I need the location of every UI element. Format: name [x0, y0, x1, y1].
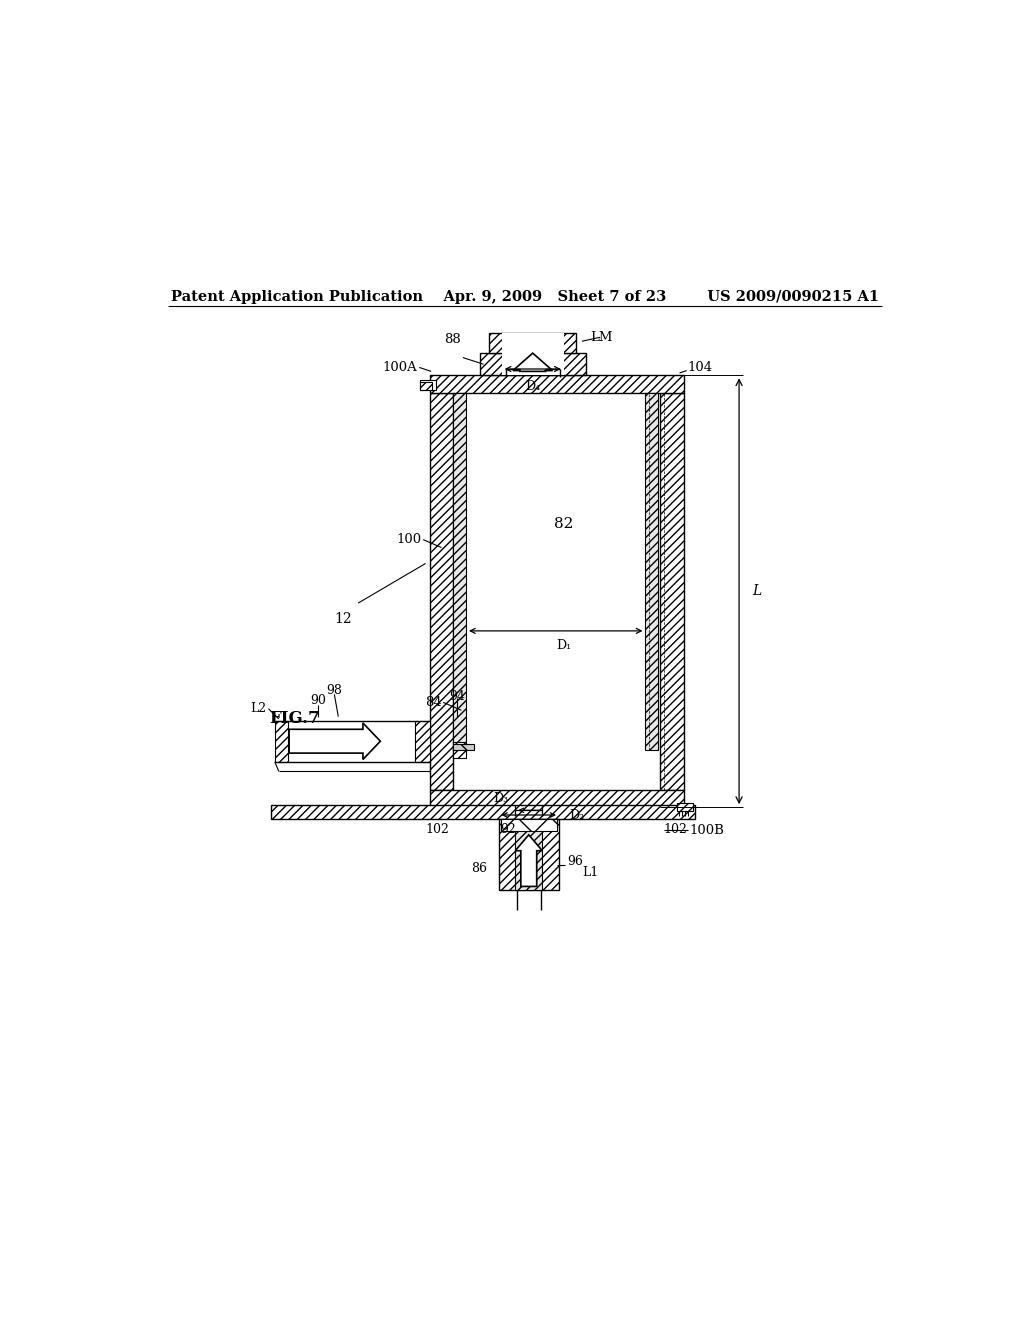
Text: L: L	[752, 585, 761, 598]
Text: LM: LM	[591, 331, 613, 343]
Bar	[430, 789, 684, 807]
FancyArrow shape	[515, 834, 543, 887]
Text: Patent Application Publication    Apr. 9, 2009   Sheet 7 of 23        US 2009/00: Patent Application Publication Apr. 9, 2…	[171, 290, 879, 304]
Bar	[430, 375, 684, 393]
Text: 96: 96	[567, 855, 583, 869]
Text: 12: 12	[334, 612, 352, 626]
Bar	[489, 333, 577, 354]
Bar	[416, 721, 430, 762]
Bar	[270, 805, 695, 818]
Bar	[501, 818, 557, 830]
Bar	[499, 818, 559, 891]
Text: 94: 94	[450, 690, 465, 704]
Bar	[420, 380, 436, 389]
Text: 98: 98	[327, 684, 342, 697]
Bar	[479, 354, 586, 375]
Bar	[454, 743, 474, 750]
Text: FIG.7: FIG.7	[269, 710, 319, 727]
Bar	[659, 393, 684, 789]
Bar	[454, 393, 466, 750]
Text: D₁: D₁	[556, 639, 571, 652]
Text: 100: 100	[396, 533, 422, 546]
Text: 90: 90	[310, 694, 327, 708]
Text: 86: 86	[471, 862, 486, 875]
Bar	[515, 818, 543, 891]
Bar	[502, 333, 563, 375]
FancyArrow shape	[289, 723, 380, 759]
Bar	[677, 803, 693, 810]
FancyArrow shape	[513, 354, 553, 371]
Text: L2: L2	[251, 702, 267, 715]
Text: 100A: 100A	[383, 360, 418, 374]
Text: L1: L1	[583, 866, 599, 879]
Text: D₂: D₂	[568, 809, 584, 821]
Text: D₃: D₃	[494, 792, 509, 805]
Text: 102: 102	[426, 822, 450, 836]
Text: D₄: D₄	[525, 380, 541, 393]
Text: 84: 84	[425, 696, 441, 709]
Text: 82: 82	[554, 516, 573, 531]
Text: 92: 92	[500, 822, 516, 836]
Text: 102: 102	[664, 822, 687, 836]
Bar	[645, 393, 658, 750]
Text: 88: 88	[444, 333, 462, 346]
Bar	[430, 393, 454, 789]
Text: 100B: 100B	[690, 824, 725, 837]
Bar	[420, 381, 432, 389]
Bar	[454, 742, 466, 758]
Text: 104: 104	[687, 360, 713, 374]
Bar	[274, 721, 288, 762]
